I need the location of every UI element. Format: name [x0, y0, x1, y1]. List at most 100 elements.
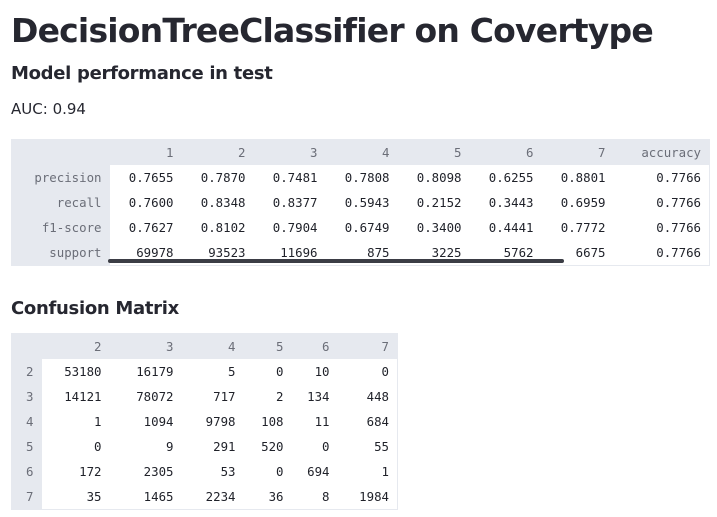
auc-text: AUC: 0.94 — [11, 98, 86, 120]
table-cell[interactable]: 0.8801 — [541, 165, 614, 190]
confusion-matrix-subheader: Confusion Matrix — [11, 298, 179, 319]
table-cell[interactable]: 0.7904 — [253, 215, 326, 240]
metrics-column-header[interactable]: accuracy — [613, 139, 710, 165]
table-cell[interactable]: 0.5943 — [325, 190, 398, 215]
table-cell[interactable]: 0.8098 — [397, 165, 470, 190]
table-cell[interactable]: 684 — [337, 409, 398, 434]
table-cell[interactable]: 0 — [41, 434, 110, 459]
table-cell[interactable]: 1984 — [337, 484, 398, 510]
metrics-column-header[interactable]: 6 — [469, 139, 542, 165]
table-cell[interactable]: 134 — [291, 384, 338, 409]
table-cell[interactable]: 0.7600 — [109, 190, 182, 215]
table-cell[interactable]: 53180 — [41, 359, 110, 384]
table-cell[interactable]: 0.7766 — [613, 215, 710, 240]
metrics-header-row: 1 2 3 4 5 6 7 accuracy — [11, 139, 710, 165]
table-cell[interactable]: 0.7766 — [613, 190, 710, 215]
table-row: 7 35 1465 2234 36 8 1984 — [11, 484, 398, 510]
page-title: DecisionTreeClassifier on Covertype — [11, 11, 654, 50]
confusion-column-header[interactable]: 2 — [41, 333, 110, 359]
table-cell[interactable]: 0.4441 — [469, 215, 542, 240]
table-cell[interactable]: 0.7655 — [109, 165, 182, 190]
table-cell[interactable]: 36 — [243, 484, 292, 510]
table-cell[interactable]: 2 — [243, 384, 292, 409]
confusion-header-row: 2 3 4 5 6 7 — [11, 333, 398, 359]
table-cell[interactable]: 10 — [291, 359, 338, 384]
table-cell[interactable]: 0.7766 — [613, 240, 710, 266]
table-cell[interactable]: 5 — [181, 359, 244, 384]
table-cell[interactable]: 0 — [243, 359, 292, 384]
table-cell[interactable]: 520 — [243, 434, 292, 459]
row-label: 7 — [11, 484, 42, 510]
metrics-column-header[interactable]: 3 — [253, 139, 326, 165]
metrics-column-header[interactable]: 4 — [325, 139, 398, 165]
metrics-table[interactable]: 1 2 3 4 5 6 7 accuracy precision 0.7655 … — [11, 139, 710, 266]
horizontal-scrollbar[interactable] — [108, 259, 564, 263]
table-cell[interactable]: 2305 — [109, 459, 182, 484]
confusion-column-header[interactable]: 6 — [291, 333, 338, 359]
table-cell[interactable]: 0.6959 — [541, 190, 614, 215]
metrics-column-header[interactable]: 1 — [109, 139, 182, 165]
confusion-column-header[interactable]: 3 — [109, 333, 182, 359]
confusion-column-header[interactable]: 7 — [337, 333, 398, 359]
table-cell[interactable]: 0.6255 — [469, 165, 542, 190]
auc-label: AUC: — [11, 100, 48, 118]
confusion-column-header[interactable]: 5 — [243, 333, 292, 359]
row-label: 3 — [11, 384, 42, 409]
row-label: 2 — [11, 359, 42, 384]
table-cell[interactable]: 1 — [41, 409, 110, 434]
table-cell[interactable]: 53 — [181, 459, 244, 484]
table-cell[interactable]: 9 — [109, 434, 182, 459]
metrics-column-header[interactable]: 2 — [181, 139, 254, 165]
table-cell[interactable]: 1094 — [109, 409, 182, 434]
auc-value: 0.94 — [52, 100, 86, 118]
table-cell[interactable]: 0.7766 — [613, 165, 710, 190]
table-cell[interactable]: 11 — [291, 409, 338, 434]
table-cell[interactable]: 0 — [291, 434, 338, 459]
table-cell[interactable]: 694 — [291, 459, 338, 484]
row-label: 5 — [11, 434, 42, 459]
table-cell[interactable]: 14121 — [41, 384, 110, 409]
table-cell[interactable]: 448 — [337, 384, 398, 409]
table-cell[interactable]: 0.8377 — [253, 190, 326, 215]
table-cell[interactable]: 0 — [243, 459, 292, 484]
table-cell[interactable]: 717 — [181, 384, 244, 409]
metrics-column-header[interactable]: 5 — [397, 139, 470, 165]
confusion-corner-cell — [11, 333, 42, 359]
table-row: precision 0.7655 0.7870 0.7481 0.7808 0.… — [11, 165, 710, 190]
table-cell[interactable]: 0.6749 — [325, 215, 398, 240]
table-cell[interactable]: 8 — [291, 484, 338, 510]
table-cell[interactable]: 55 — [337, 434, 398, 459]
metrics-column-header[interactable]: 7 — [541, 139, 614, 165]
table-cell[interactable]: 0.7772 — [541, 215, 614, 240]
table-row: 3 14121 78072 717 2 134 448 — [11, 384, 398, 409]
table-cell[interactable]: 0.8348 — [181, 190, 254, 215]
table-row: f1-score 0.7627 0.8102 0.7904 0.6749 0.3… — [11, 215, 710, 240]
table-cell[interactable]: 9798 — [181, 409, 244, 434]
table-cell[interactable]: 108 — [243, 409, 292, 434]
row-label: 4 — [11, 409, 42, 434]
table-cell[interactable]: 1465 — [109, 484, 182, 510]
table-cell[interactable]: 0.3400 — [397, 215, 470, 240]
table-cell[interactable]: 0.7808 — [325, 165, 398, 190]
table-cell[interactable]: 0.7627 — [109, 215, 182, 240]
table-cell[interactable]: 1 — [337, 459, 398, 484]
confusion-column-header[interactable]: 4 — [181, 333, 244, 359]
table-cell[interactable]: 16179 — [109, 359, 182, 384]
confusion-matrix-table[interactable]: 2 3 4 5 6 7 2 53180 16179 5 0 10 0 3 141… — [11, 333, 398, 510]
table-cell[interactable]: 0.3443 — [469, 190, 542, 215]
metrics-corner-cell — [11, 139, 110, 165]
table-cell[interactable]: 172 — [41, 459, 110, 484]
row-label: f1-score — [11, 215, 110, 240]
table-cell[interactable]: 0 — [337, 359, 398, 384]
table-cell[interactable]: 35 — [41, 484, 110, 510]
table-cell[interactable]: 0.7870 — [181, 165, 254, 190]
table-cell[interactable]: 0.2152 — [397, 190, 470, 215]
table-cell[interactable]: 291 — [181, 434, 244, 459]
row-label: support — [11, 240, 110, 266]
table-cell[interactable]: 0.7481 — [253, 165, 326, 190]
table-row: 2 53180 16179 5 0 10 0 — [11, 359, 398, 384]
table-cell[interactable]: 0.8102 — [181, 215, 254, 240]
row-label: recall — [11, 190, 110, 215]
table-cell[interactable]: 78072 — [109, 384, 182, 409]
table-cell[interactable]: 2234 — [181, 484, 244, 510]
